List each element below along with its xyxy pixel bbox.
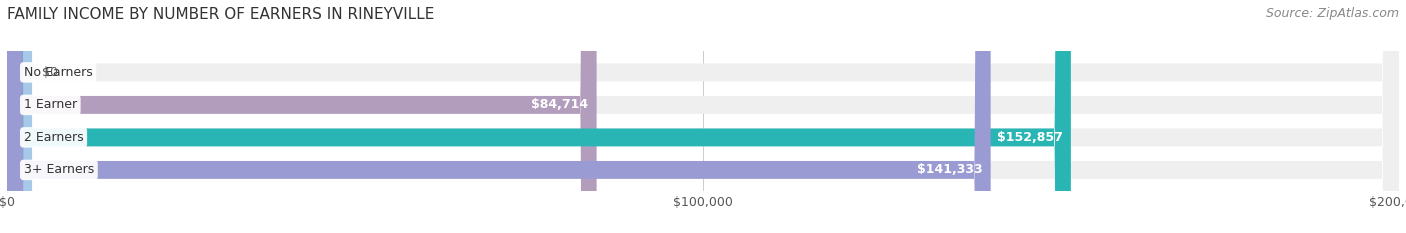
Text: No Earners: No Earners — [24, 66, 93, 79]
Text: Source: ZipAtlas.com: Source: ZipAtlas.com — [1265, 7, 1399, 20]
FancyBboxPatch shape — [7, 0, 1399, 233]
Text: $84,714: $84,714 — [531, 98, 588, 111]
FancyBboxPatch shape — [7, 0, 32, 233]
FancyBboxPatch shape — [7, 0, 1071, 233]
Text: $152,857: $152,857 — [997, 131, 1063, 144]
FancyBboxPatch shape — [7, 0, 991, 233]
Text: 1 Earner: 1 Earner — [24, 98, 77, 111]
FancyBboxPatch shape — [7, 0, 596, 233]
Text: 3+ Earners: 3+ Earners — [24, 163, 94, 176]
Text: $141,333: $141,333 — [917, 163, 983, 176]
FancyBboxPatch shape — [7, 0, 1399, 233]
Text: 2 Earners: 2 Earners — [24, 131, 83, 144]
FancyBboxPatch shape — [7, 0, 1399, 233]
Text: FAMILY INCOME BY NUMBER OF EARNERS IN RINEYVILLE: FAMILY INCOME BY NUMBER OF EARNERS IN RI… — [7, 7, 434, 22]
FancyBboxPatch shape — [7, 0, 1399, 233]
Text: $0: $0 — [42, 66, 58, 79]
